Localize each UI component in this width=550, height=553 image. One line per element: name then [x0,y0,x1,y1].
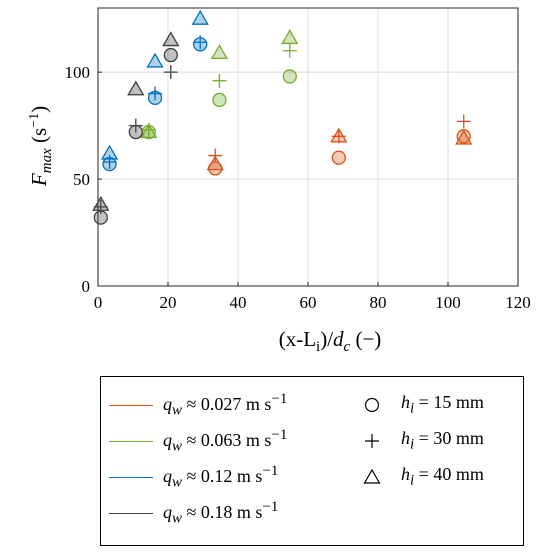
x-tick-label: 80 [370,293,387,312]
data-point-triangle-q2 [210,44,229,60]
data-point-plus-q3 [148,86,163,101]
data-point-plus-q4 [128,118,143,133]
data-point-plus-q2 [212,73,227,88]
legend-label-q4: qw ≈ 0.18 m s−1 [163,498,279,527]
x-tick-label: 20 [160,293,177,312]
x-tick-label: 0 [94,293,103,312]
legend-label-q3: qw ≈ 0.12 m s−1 [163,462,279,491]
legend-label-h40: hi = 40 mm [401,464,484,489]
x-tick-label: 120 [505,293,531,312]
legend-line-q2 [109,440,153,442]
legend-marker-plus [365,434,379,448]
legend-marker-triangle [363,468,381,484]
data-points [92,9,473,225]
data-point-plus-q1 [208,148,223,163]
chart: 0 20 40 60 80 100 120 0 50 100 (x-Li)/dc (−) Fmax… [27,7,531,355]
grid [97,8,519,287]
data-point-plus-q2 [141,122,156,137]
legend-label-q2: qw ≈ 0.063 m s−1 [163,426,288,455]
legend-item-q1: qw ≈ 0.027 m s−1 [109,390,288,419]
x-tick-label: 100 [435,293,461,312]
data-point-circle-q4 [163,47,178,63]
data-point-triangle-q1 [455,129,473,145]
data-point-triangle-q2 [281,29,299,45]
data-point-plus-q3 [193,35,208,50]
data-point-circle-q1 [331,150,346,165]
legend-line-q3 [109,476,153,478]
legend-line-q1 [109,404,153,406]
x-tick-label: 40 [230,293,247,312]
data-point-circle-q1 [456,129,471,144]
y-axis-label: Fmax (s−1) [27,106,55,187]
data-point-triangle-q4 [127,80,145,96]
data-point-plus-q1 [456,114,471,129]
legend-item-q2: qw ≈ 0.063 m s−1 [109,426,288,455]
data-point-circle-q2 [282,69,297,84]
data-point-plus-q4 [163,65,178,80]
legend: qw ≈ 0.027 m s−1 qw ≈ 0.063 m s−1 qw ≈ 0… [100,376,524,546]
data-point-plus-q1 [331,129,346,144]
legend-item-h30: hi = 30 mm [363,428,484,453]
data-point-circle-q1 [208,161,223,176]
legend-label-q1: qw ≈ 0.027 m s−1 [163,390,288,419]
x-axis-label: (x-Li)/dc (−) [279,327,382,355]
y-tick-label: 100 [65,63,91,82]
legend-item-q3: qw ≈ 0.12 m s−1 [109,462,279,491]
data-point-plus-q2 [282,43,297,58]
y-tick-label: 0 [82,277,91,296]
data-point-circle-q2 [212,92,227,108]
legend-label-h30: hi = 30 mm [401,428,484,453]
data-point-triangle-q3 [191,9,209,25]
data-point-triangle-q3 [146,52,164,68]
x-tick-label: 60 [300,293,317,312]
data-point-triangle-q4 [162,31,180,47]
data-point-plus-q3 [102,154,117,169]
legend-item-h15: hi = 15 mm [363,392,484,417]
y-tick-label: 50 [73,170,90,189]
legend-line-q4 [109,512,153,514]
data-point-plus-q4 [93,199,108,214]
axis-ticks: 0 20 40 60 80 100 120 0 50 100 [65,63,531,312]
legend-marker-circle [364,397,380,413]
legend-item-h40: hi = 40 mm [363,464,484,489]
legend-label-h15: hi = 15 mm [401,392,484,417]
legend-item-q4: qw ≈ 0.18 m s−1 [109,498,279,527]
